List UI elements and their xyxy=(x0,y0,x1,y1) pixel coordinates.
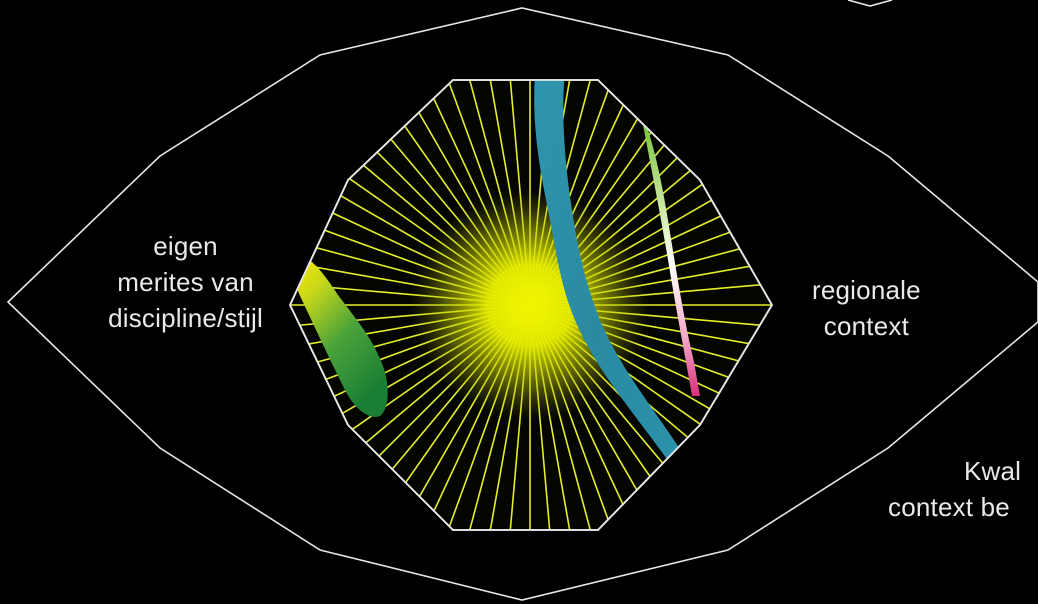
label-right-line-1: regionale xyxy=(812,275,921,305)
label-corner-line-2: context be xyxy=(888,492,1010,522)
right-gradient-streak xyxy=(640,110,700,396)
label-left-line-3: discipline/stijl xyxy=(108,303,263,333)
label-left-line-2: merites van xyxy=(117,267,254,297)
left-green-blob xyxy=(294,255,388,417)
outer-eye-outline xyxy=(6,7,1038,601)
label-right-line-2: context xyxy=(823,311,909,341)
teal-band xyxy=(534,80,700,490)
label-eigen-merites: eigen merites van discipline/stijl xyxy=(108,228,263,336)
core-glow xyxy=(410,190,650,420)
label-corner-line-1: Kwal xyxy=(964,456,1022,486)
label-kwaliteit-context: Kwal context be xyxy=(888,453,1038,525)
label-regionale-context: regionale context xyxy=(812,272,921,344)
label-left-line-1: eigen xyxy=(153,231,218,261)
outline-fragment-top-right xyxy=(847,0,893,7)
